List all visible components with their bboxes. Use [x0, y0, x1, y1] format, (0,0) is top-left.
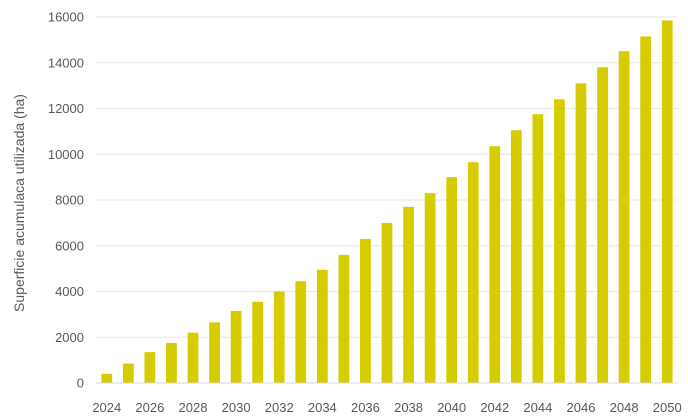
bar-2046 — [575, 83, 587, 384]
bar-2035 — [338, 254, 350, 383]
y-axis-ticks: 0 2000 4000 6000 8000 10000 12000 14000 16000 — [48, 10, 84, 391]
bar-2024 — [101, 373, 113, 383]
y-tick-label: 8000 — [55, 193, 84, 208]
bar-2037 — [381, 222, 393, 383]
x-axis-ticks: 2024 2026 2028 2030 2032 2034 2036 2038 2040 2042… — [92, 400, 681, 415]
bar-2043 — [510, 130, 522, 383]
y-tick-label: 2000 — [55, 330, 84, 345]
x-tick-label: 2044 — [523, 400, 552, 415]
x-tick-label: 2032 — [265, 400, 294, 415]
bar-2044 — [532, 114, 544, 383]
bar-2028 — [187, 332, 199, 383]
bar-2030 — [230, 310, 242, 383]
x-tick-label: 2050 — [653, 400, 682, 415]
bar-2048 — [618, 51, 630, 383]
y-axis-label: Superficie acumulaca utilizada (ha) — [11, 94, 27, 312]
x-tick-label: 2046 — [567, 400, 596, 415]
x-tick-label: 2038 — [394, 400, 423, 415]
y-tick-label: 6000 — [55, 238, 84, 253]
x-tick-label: 2034 — [308, 400, 337, 415]
bar-2040 — [446, 177, 458, 383]
bar-2039 — [424, 193, 436, 383]
bars — [101, 20, 673, 384]
y-tick-label: 14000 — [48, 55, 84, 70]
bar-2025 — [122, 363, 134, 383]
bar-2029 — [209, 322, 220, 383]
x-tick-label: 2042 — [480, 400, 509, 415]
x-tick-label: 2040 — [437, 400, 466, 415]
x-tick-label: 2024 — [92, 400, 121, 415]
bar-2042 — [489, 146, 501, 383]
x-tick-label: 2028 — [179, 400, 208, 415]
bar-2027 — [166, 342, 177, 383]
bar-2041 — [467, 162, 479, 383]
bar-2049 — [640, 36, 652, 383]
y-tick-label: 10000 — [48, 147, 84, 162]
bar-2033 — [295, 281, 307, 383]
bar-2034 — [316, 269, 328, 383]
y-tick-label: 12000 — [48, 101, 84, 116]
bar-2045 — [554, 99, 565, 383]
bar-2032 — [273, 291, 285, 383]
bar-2038 — [403, 206, 414, 383]
x-tick-label: 2036 — [351, 400, 380, 415]
x-tick-label: 2048 — [610, 400, 639, 415]
x-tick-label: 2026 — [135, 400, 164, 415]
y-tick-label: 0 — [77, 376, 84, 391]
bar-2047 — [597, 67, 608, 383]
bar-2031 — [252, 301, 264, 383]
bar-2036 — [360, 238, 371, 383]
y-tick-label: 4000 — [55, 284, 84, 299]
bar-2050 — [661, 20, 673, 384]
x-tick-label: 2030 — [222, 400, 251, 415]
y-tick-label: 16000 — [48, 10, 84, 25]
bar-2026 — [144, 352, 156, 383]
